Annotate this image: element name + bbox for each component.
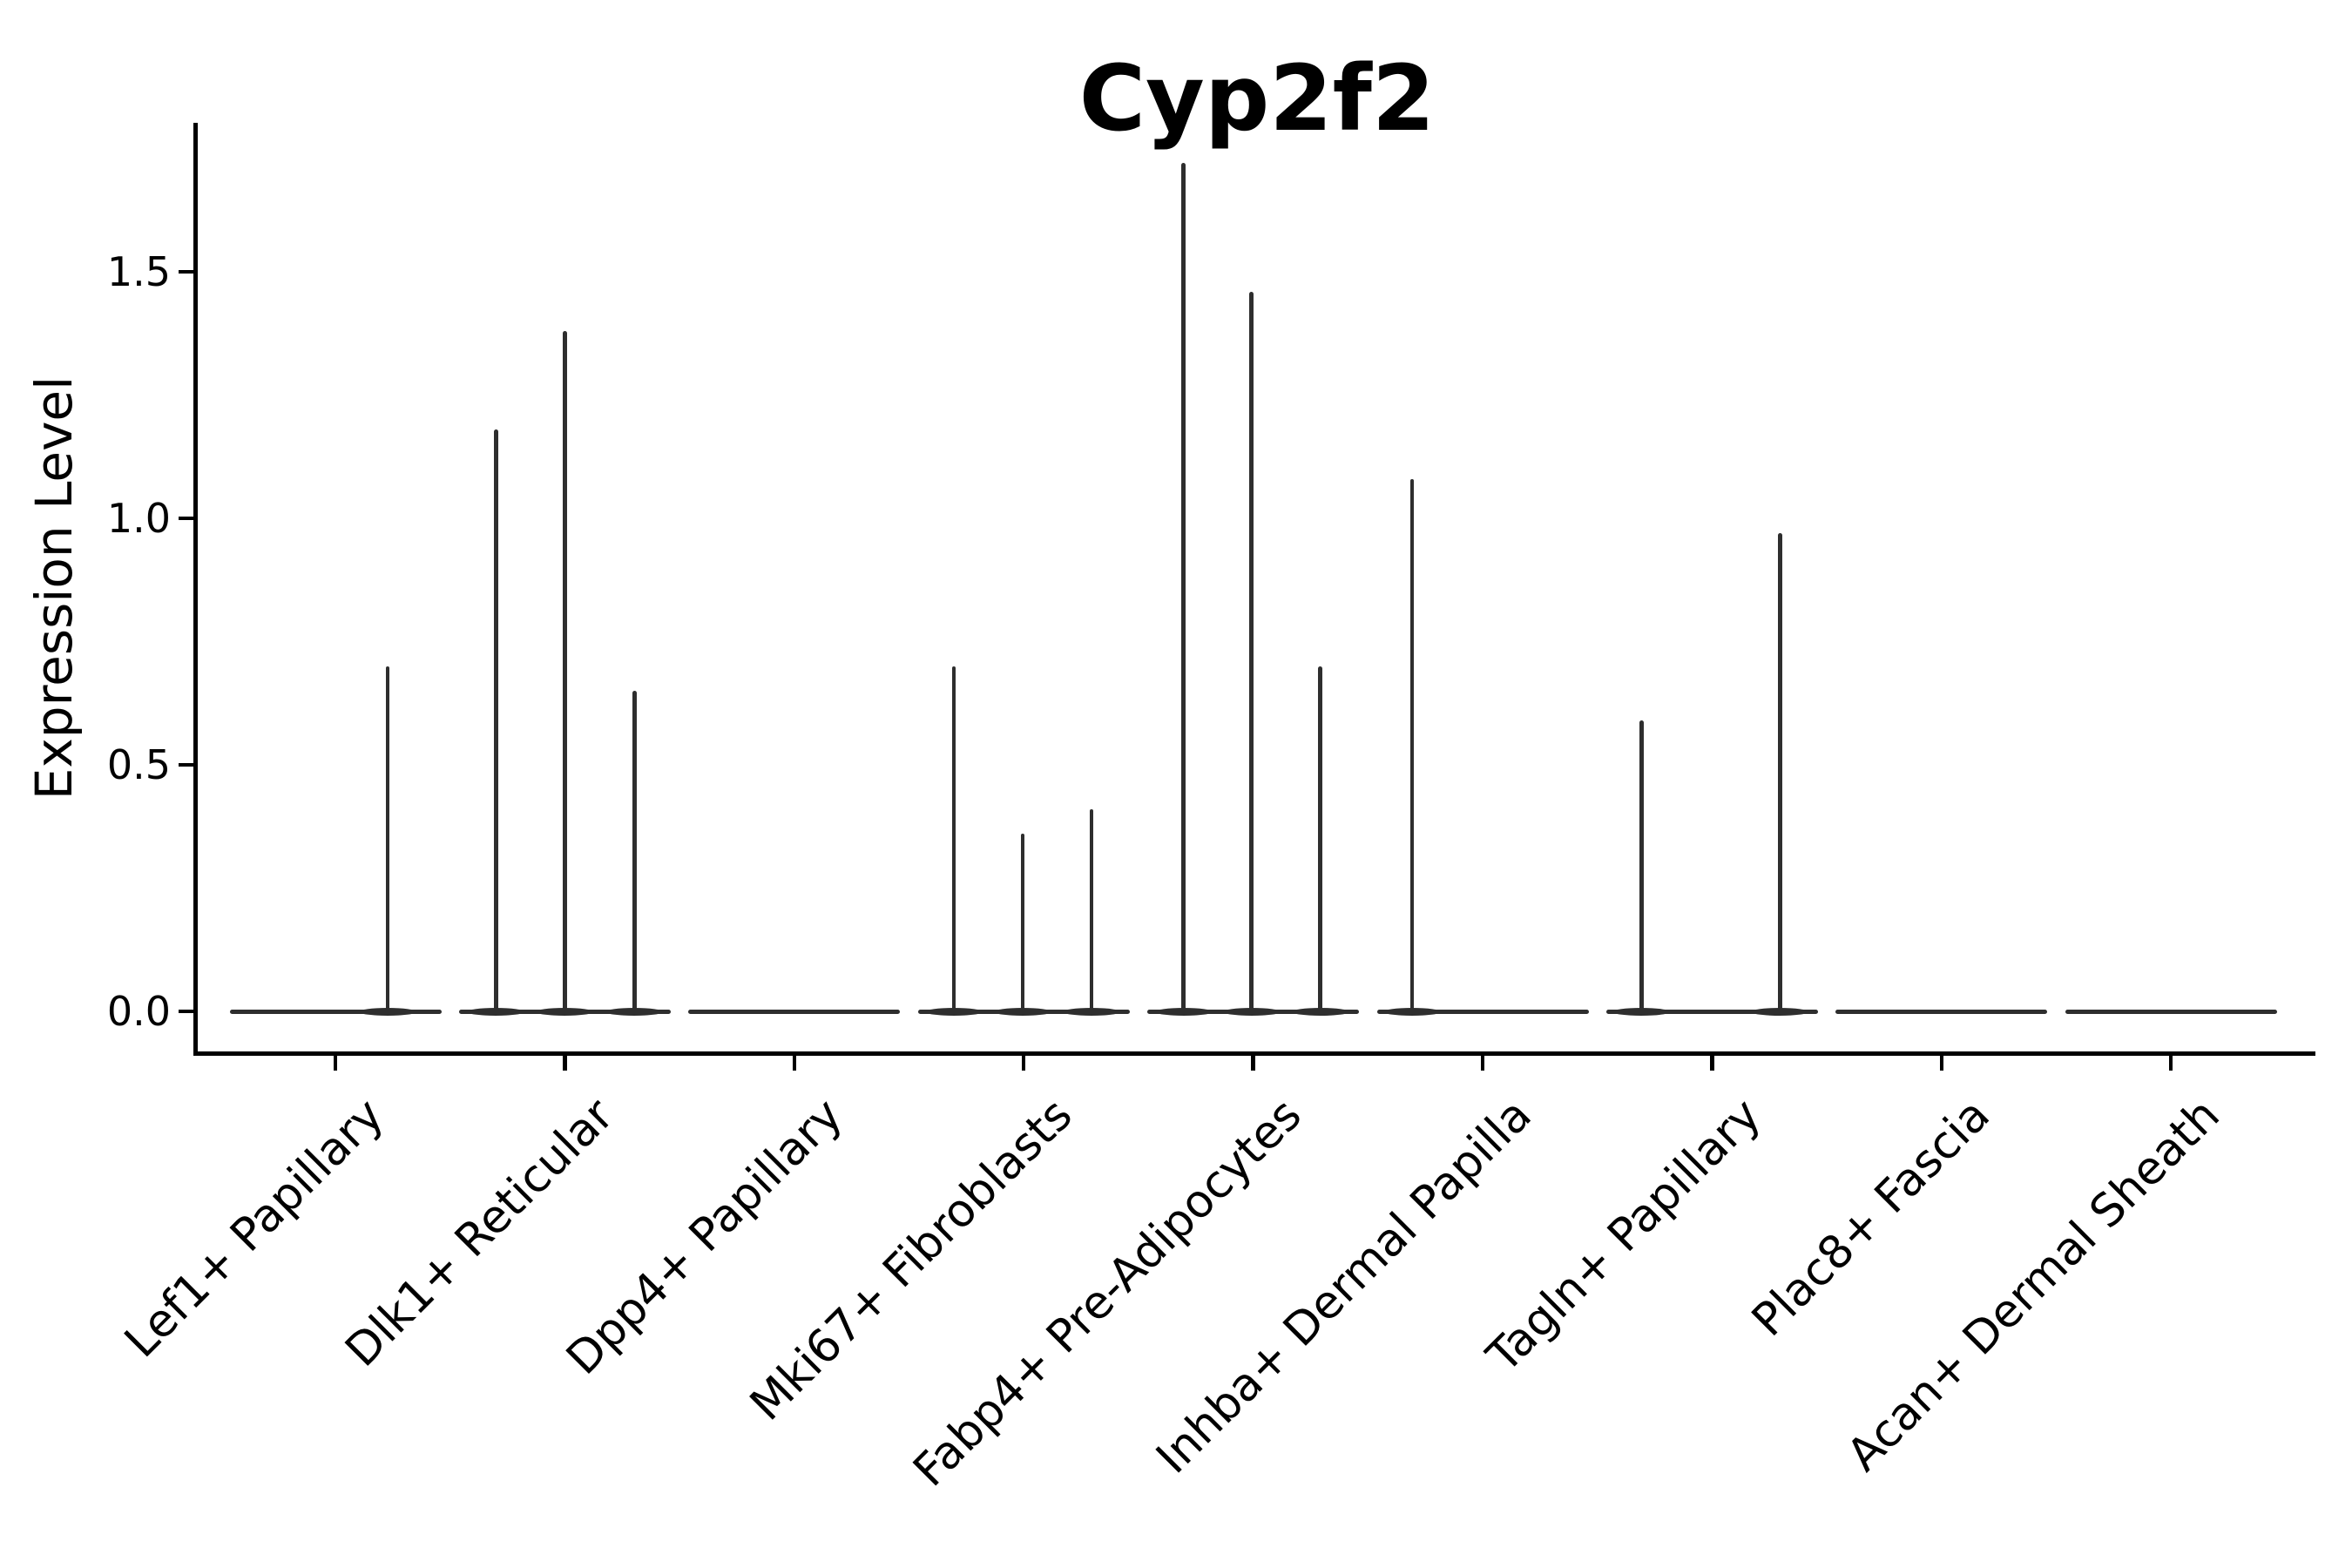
x-tick-mark	[333, 1056, 338, 1071]
y-tick-mark	[179, 516, 193, 521]
violin-spike	[563, 330, 567, 1013]
y-tick-label: 0.0	[106, 988, 171, 1035]
violin-spike	[1778, 532, 1782, 1013]
violin-spike	[1318, 666, 1322, 1013]
violin-zero-line	[229, 1009, 442, 1014]
y-axis-label: Expression Level	[24, 375, 84, 801]
x-tick-mark	[1480, 1056, 1485, 1071]
x-tick-mark	[1939, 1056, 1944, 1071]
violin-spike	[1181, 163, 1186, 1013]
violin-zero-line	[1835, 1009, 2048, 1014]
violin-spike	[1089, 808, 1094, 1013]
violin-spike	[1020, 834, 1025, 1013]
y-tick-mark	[179, 269, 193, 274]
violin-zero-line	[2065, 1009, 2277, 1014]
y-tick-label: 0.5	[106, 741, 171, 788]
x-tick-mark	[1251, 1056, 1255, 1071]
y-axis-spine	[193, 123, 198, 1055]
violin-spike	[494, 429, 498, 1013]
violin-spike	[1639, 720, 1644, 1013]
y-tick-label: 1.0	[106, 495, 171, 542]
chart-title: Cyp2f2	[1078, 45, 1436, 152]
violin-spike	[951, 666, 956, 1013]
x-tick-mark	[2168, 1056, 2173, 1071]
violin-spike	[1249, 291, 1254, 1013]
x-axis-spine	[193, 1051, 2315, 1056]
x-tick-mark	[1021, 1056, 1026, 1071]
x-tick-label: Plac8+ Fascia	[1742, 1089, 2001, 1347]
x-tick-mark	[563, 1056, 567, 1071]
violin-spike	[385, 666, 390, 1013]
x-tick-mark	[792, 1056, 797, 1071]
violin-spike	[1409, 478, 1415, 1013]
x-tick-label: Fabp4+ Pre-Adipocytes	[903, 1089, 1313, 1497]
violin-zero-line	[688, 1009, 901, 1014]
violin-zero-line	[1376, 1009, 1589, 1014]
x-tick-label: Inhba+ Dermal Papilla	[1146, 1089, 1542, 1484]
violin-spike	[632, 691, 637, 1013]
x-tick-label: Acan+ Dermal Sheath	[1836, 1089, 2230, 1482]
x-tick-mark	[1710, 1056, 1714, 1071]
y-tick-label: 1.5	[106, 248, 171, 295]
y-tick-mark	[179, 1009, 193, 1014]
y-tick-mark	[179, 762, 193, 767]
violin-zero-line	[1605, 1009, 1818, 1014]
